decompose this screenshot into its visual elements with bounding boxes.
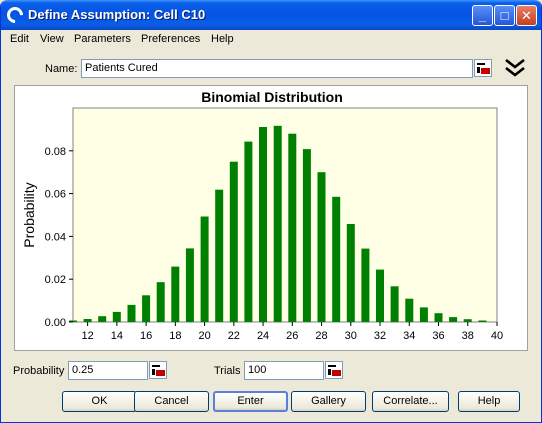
probability-cell-reference-button[interactable]	[149, 361, 167, 379]
x-tick-label: 30	[345, 330, 357, 342]
window-title: Define Assumption: Cell C10	[28, 7, 206, 22]
bar-25	[273, 125, 282, 322]
ok-button[interactable]: OK	[62, 391, 137, 412]
trials-input[interactable]: 100	[244, 361, 324, 380]
menu-edit[interactable]: Edit	[10, 33, 29, 45]
x-tick-label: 22	[228, 330, 240, 342]
menu-help[interactable]: Help	[211, 33, 234, 45]
x-tick-label: 40	[491, 330, 503, 342]
menu-parameters[interactable]: Parameters	[74, 33, 131, 45]
minimize-button[interactable]: _	[472, 5, 493, 26]
enter-button[interactable]: Enter	[213, 391, 288, 412]
name-input[interactable]: Patients Cured	[81, 59, 473, 78]
y-axis-label: Probability	[21, 182, 37, 247]
probability-input[interactable]: 0.25	[68, 361, 148, 380]
bar-28	[317, 172, 326, 322]
x-tick-label: 16	[140, 330, 152, 342]
gallery-button[interactable]: Gallery	[291, 391, 366, 412]
bar-20	[200, 216, 209, 322]
plot-area	[72, 107, 498, 323]
x-tick-label: 20	[198, 330, 210, 342]
name-cell-reference-button[interactable]	[474, 59, 492, 77]
bar-22	[229, 161, 238, 322]
expand-chevron-icon[interactable]	[503, 56, 527, 80]
y-tick-label: 0.04	[45, 231, 66, 243]
bar-24	[259, 127, 267, 322]
x-tick-label: 26	[286, 330, 298, 342]
bar-11	[69, 320, 77, 322]
bar-36	[434, 313, 443, 322]
bar-16	[142, 295, 151, 323]
title-bar[interactable]: Define Assumption: Cell C10 _ □ ✕	[1, 0, 541, 30]
bar-13	[98, 316, 107, 322]
x-tick-label: 34	[403, 330, 415, 342]
x-tick-label: 18	[169, 330, 181, 342]
x-tick-label: 38	[462, 330, 474, 342]
bar-38	[463, 319, 472, 322]
y-tick-label: 0.08	[45, 146, 66, 158]
bar-26	[288, 133, 297, 322]
bar-37	[449, 317, 458, 322]
minimize-icon: _	[478, 8, 487, 23]
y-tick-label: 0.00	[45, 317, 66, 329]
bar-18	[171, 266, 180, 322]
bar-39	[478, 320, 487, 322]
bar-35	[419, 307, 428, 322]
help-button[interactable]: Help	[458, 391, 520, 412]
trials-cell-reference-button[interactable]	[325, 361, 343, 379]
bar-19	[185, 248, 194, 322]
x-tick-label: 36	[432, 330, 444, 342]
menu-view[interactable]: View	[40, 33, 64, 45]
x-tick-label: 32	[374, 330, 386, 342]
chart-title: Binomial Distribution	[201, 89, 343, 105]
x-tick-label: 12	[81, 330, 93, 342]
x-tick-label: 28	[315, 330, 327, 342]
trials-label: Trials	[214, 365, 241, 377]
cancel-button[interactable]: Cancel	[134, 391, 209, 412]
bar-23	[244, 141, 253, 322]
name-label: Name:	[45, 63, 78, 75]
close-button[interactable]: ✕	[516, 5, 537, 26]
bar-17	[156, 282, 165, 322]
bar-33	[390, 286, 399, 322]
bar-32	[376, 269, 384, 322]
menu-bar: Edit View Parameters Preferences Help	[1, 30, 541, 50]
bar-34	[405, 298, 414, 322]
bar-27	[302, 149, 311, 322]
bar-31	[361, 248, 370, 322]
maximize-button[interactable]: □	[494, 5, 515, 26]
bar-14	[112, 311, 121, 322]
menu-preferences[interactable]: Preferences	[141, 33, 201, 45]
bar-15	[127, 304, 136, 322]
x-tick-label: 24	[257, 330, 269, 342]
x-tick-label: 14	[111, 330, 123, 342]
probability-label: Probability	[13, 365, 65, 377]
bar-30	[346, 224, 355, 322]
bar-21	[215, 189, 224, 322]
bar-12	[83, 319, 92, 322]
close-icon: ✕	[521, 8, 532, 23]
y-tick-label: 0.02	[45, 274, 66, 286]
correlate-button[interactable]: Correlate...	[372, 391, 449, 412]
maximize-icon: □	[500, 8, 509, 23]
bar-29	[332, 196, 341, 322]
y-tick-label: 0.06	[45, 189, 66, 201]
